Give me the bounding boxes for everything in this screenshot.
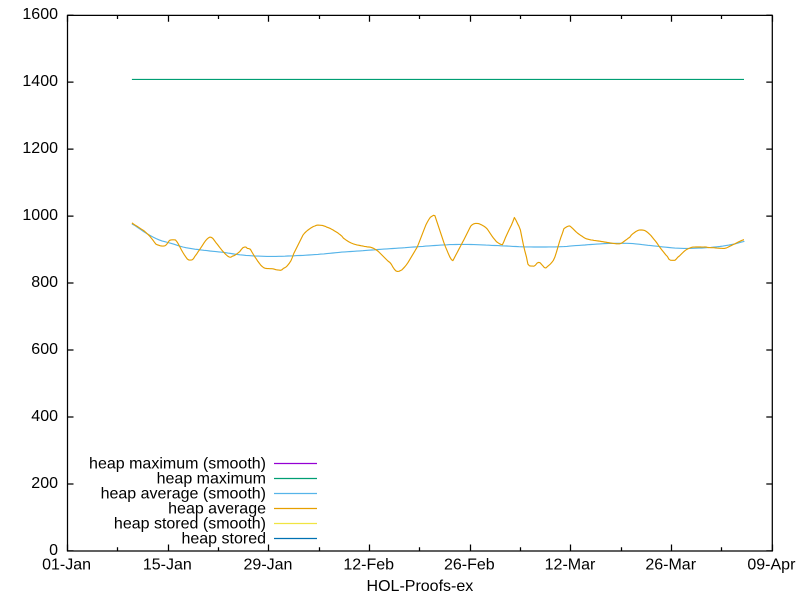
svg-text:12-Feb: 12-Feb — [343, 557, 394, 574]
svg-text:1200: 1200 — [22, 140, 58, 157]
svg-text:heap maximum: heap maximum — [157, 471, 266, 488]
svg-text:29-Jan: 29-Jan — [244, 557, 293, 574]
svg-text:800: 800 — [31, 274, 58, 291]
svg-text:1000: 1000 — [22, 207, 58, 224]
svg-text:1600: 1600 — [22, 6, 58, 23]
svg-text:heap average (smooth): heap average (smooth) — [101, 486, 266, 503]
svg-text:HOL-Proofs-ex: HOL-Proofs-ex — [367, 578, 474, 595]
svg-text:26-Feb: 26-Feb — [444, 557, 495, 574]
svg-text:heap stored (smooth): heap stored (smooth) — [114, 516, 266, 533]
svg-text:26-Mar: 26-Mar — [645, 557, 696, 574]
svg-text:200: 200 — [31, 475, 58, 492]
svg-text:0: 0 — [49, 542, 58, 559]
svg-text:heap average: heap average — [168, 501, 266, 518]
svg-text:09-Apr: 09-Apr — [747, 557, 796, 574]
svg-text:heap stored: heap stored — [181, 531, 266, 548]
svg-text:1400: 1400 — [22, 73, 58, 90]
svg-text:heap maximum (smooth): heap maximum (smooth) — [89, 456, 266, 473]
svg-text:12-Mar: 12-Mar — [545, 557, 596, 574]
svg-text:600: 600 — [31, 341, 58, 358]
svg-text:15-Jan: 15-Jan — [143, 557, 192, 574]
svg-text:01-Jan: 01-Jan — [42, 557, 91, 574]
svg-text:400: 400 — [31, 408, 58, 425]
